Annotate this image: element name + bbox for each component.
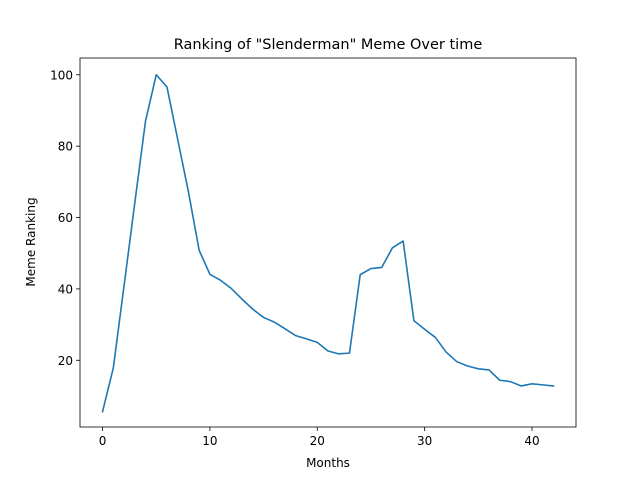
axes-frame [79,57,577,428]
x-tick-label: 20 [310,434,325,448]
x-tick-label: 10 [202,434,217,448]
y-tick-label: 60 [58,211,73,225]
y-tick-label: 40 [58,282,73,296]
y-tick-label: 20 [58,354,73,368]
y-tick-label: 100 [50,68,73,82]
y-axis-label: Meme Ranking [24,197,38,286]
y-tick-label: 80 [58,140,73,154]
x-axis-label: Months [306,456,350,470]
x-tick-label: 0 [99,434,107,448]
x-tick-label: 30 [417,434,432,448]
series-line-0 [101,73,555,413]
plot-area: 0 10 20 30 40 20 40 60 80 100 [50,57,577,448]
x-tick-label: 40 [524,434,539,448]
chart-title: Ranking of "Slenderman" Meme Over time [174,37,483,53]
